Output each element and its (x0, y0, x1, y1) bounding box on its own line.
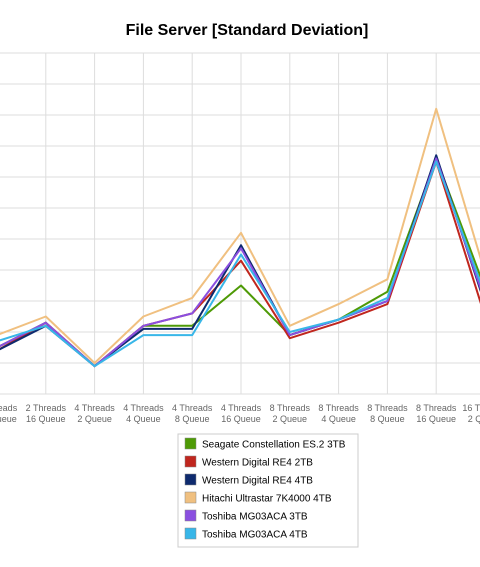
x-tick-label: 2 Queue (273, 414, 308, 424)
x-tick-label: 2 Queue (468, 414, 480, 424)
legend-label: Hitachi Ultrastar 7K4000 4TB (202, 494, 332, 505)
x-tick-label: 16 Queue (26, 414, 66, 424)
x-tick-label: 16 Threads (462, 403, 480, 413)
legend-label: Seagate Constellation ES.2 3TB (202, 440, 346, 451)
legend-label: Toshiba MG03ACA 3TB (202, 512, 308, 523)
series-line (0, 160, 480, 368)
x-tick-label: 4 Queue (126, 414, 161, 424)
series-lines (0, 107, 480, 368)
x-tick-label: 8 Threads (367, 403, 408, 413)
x-tick-label: 4 Threads (74, 403, 115, 413)
x-tick-label: 16 Queue (416, 414, 456, 424)
legend-box (177, 433, 359, 548)
x-tick-label: 8 Threads (318, 403, 359, 413)
legend-swatch (184, 437, 197, 450)
x-tick-label: 8 Threads (416, 403, 457, 413)
legend-label: Western Digital RE4 4TB (202, 476, 313, 487)
legend: Seagate Constellation ES.2 3TB Western Di… (177, 433, 359, 548)
x-tick-label: 4 Threads (172, 403, 213, 413)
x-tick-label: 16 Queue (0, 414, 17, 424)
x-tick-label: 4 Threads (221, 403, 262, 413)
series-line (0, 160, 480, 368)
gridlines (0, 52, 480, 395)
legend-swatch (184, 491, 197, 504)
chart-title: File Server [Standard Deviation] (126, 22, 369, 39)
series-line (0, 107, 480, 364)
legend-swatch (184, 473, 197, 486)
x-tick-label: 2 Threads (26, 403, 67, 413)
x-tick-label: 8 Queue (175, 414, 210, 424)
x-tick-label: 8 Queue (370, 414, 405, 424)
legend-swatch (184, 527, 197, 540)
legend-label: Western Digital RE4 2TB (202, 458, 313, 469)
x-tick-label: 1 Threads (0, 403, 18, 413)
legend-swatch (184, 455, 197, 468)
legend-swatch (184, 509, 197, 522)
x-tick-label: 8 Threads (270, 403, 311, 413)
x-tick-label: 2 Queue (77, 414, 112, 424)
x-tick-label: 16 Queue (221, 414, 261, 424)
x-tick-label: 4 Queue (321, 414, 356, 424)
legend-label: Toshiba MG03ACA 4TB (202, 530, 308, 541)
legend-items: Seagate Constellation ES.2 3TB Western Di… (184, 437, 346, 541)
x-tick-label: 4 Threads (123, 403, 164, 413)
